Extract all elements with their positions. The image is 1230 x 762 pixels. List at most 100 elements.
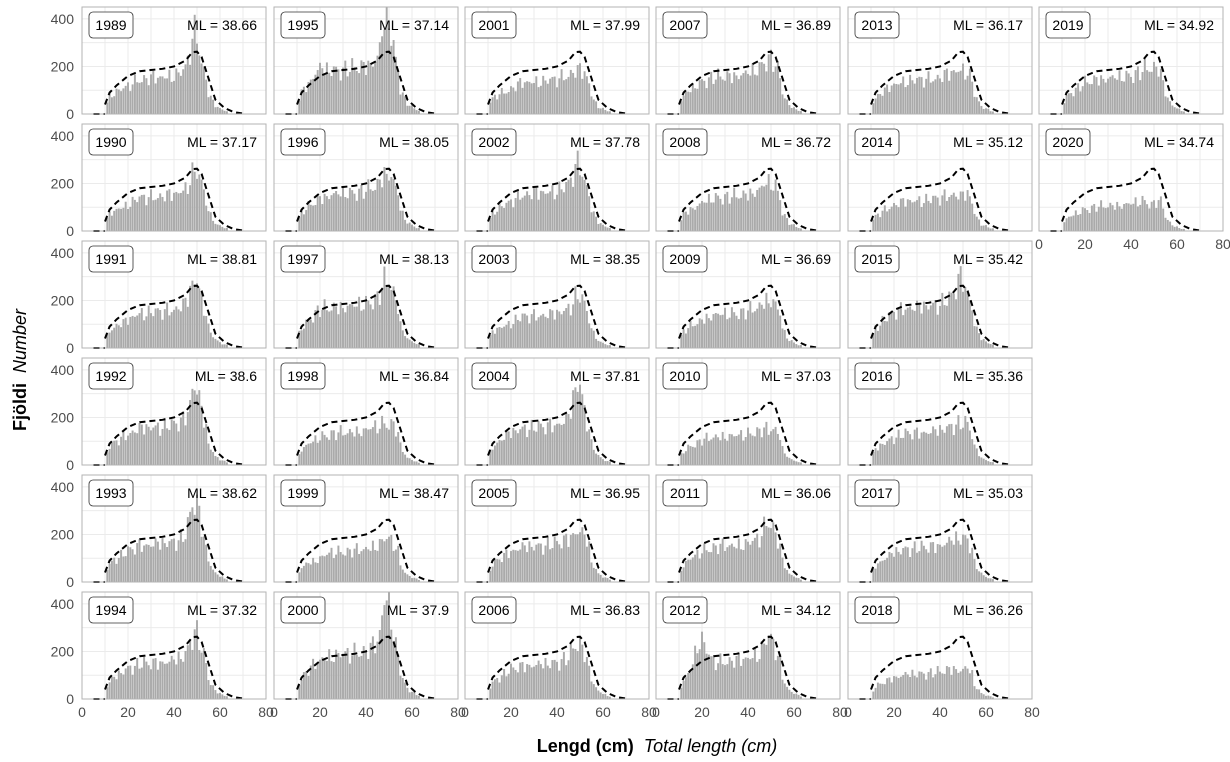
histogram-bar <box>948 291 951 348</box>
histogram-bar <box>298 684 301 699</box>
panel-border <box>273 240 459 349</box>
histogram-bar <box>962 191 964 231</box>
histogram-bar <box>776 548 779 582</box>
histogram-bar <box>728 545 731 582</box>
histogram-bar <box>117 325 120 348</box>
histogram-bar <box>544 193 547 231</box>
x-tick-label: 20 <box>886 704 902 720</box>
histogram-bar <box>330 76 333 114</box>
histogram-bar <box>881 210 884 231</box>
ml-label: ML = 38.62 <box>187 485 257 501</box>
histogram-bar <box>143 194 146 231</box>
year-label: 1996 <box>287 134 318 150</box>
histogram-bar <box>765 292 768 348</box>
histogram-bar <box>365 295 367 348</box>
histogram-bar <box>680 220 683 231</box>
histogram-bar <box>740 665 743 699</box>
histogram-bar <box>579 302 581 348</box>
histogram-bar <box>730 434 733 465</box>
histogram-bar <box>166 546 169 582</box>
histogram-bar <box>696 88 699 114</box>
histogram-bar <box>556 87 558 114</box>
histogram-bar <box>874 568 877 582</box>
histogram-bar <box>314 74 317 114</box>
histogram-bar <box>212 452 215 465</box>
histogram-bar <box>691 446 694 465</box>
histogram-bar <box>309 79 312 114</box>
histogram-bar <box>401 92 404 114</box>
histogram-bar <box>179 311 182 348</box>
histogram-bar <box>182 190 185 231</box>
histogram-bar <box>362 198 365 231</box>
histogram-bar <box>413 461 416 465</box>
histogram-bar <box>358 433 361 465</box>
histogram-bar <box>186 306 189 348</box>
histogram-bar <box>973 686 976 699</box>
histogram-bar <box>138 82 141 114</box>
histogram-bar <box>307 563 310 582</box>
histogram-bar <box>714 312 717 348</box>
histogram-bar <box>154 83 157 114</box>
histogram-bar <box>985 225 987 231</box>
histogram-bar <box>376 55 379 114</box>
histogram-bar <box>335 554 338 582</box>
histogram-bar <box>726 440 729 465</box>
histogram-bar <box>945 305 948 348</box>
histogram-bar <box>161 428 164 465</box>
histogram-bar <box>198 390 201 465</box>
histogram-bar <box>535 431 538 465</box>
histogram-bar <box>198 288 201 348</box>
histogram-bar <box>886 321 889 348</box>
histogram-bar <box>728 433 731 465</box>
histogram-bar <box>569 534 572 582</box>
histogram-bar <box>558 181 561 231</box>
histogram-bar <box>512 549 515 582</box>
histogram-bar <box>156 77 159 114</box>
histogram-bar <box>321 309 324 348</box>
histogram-bar <box>221 694 224 699</box>
histogram-bar <box>1067 216 1070 231</box>
panel-border <box>81 357 267 466</box>
year-label-box <box>88 128 134 156</box>
ml-label: ML = 37.99 <box>570 17 640 33</box>
year-label: 1990 <box>95 134 126 150</box>
histogram-bar <box>136 202 139 231</box>
histogram-bar <box>516 550 519 582</box>
histogram-bar <box>572 304 575 348</box>
histogram-bar <box>565 413 568 465</box>
histogram-bar <box>140 667 143 699</box>
histogram-bar <box>562 652 565 699</box>
histogram-bar <box>163 309 166 348</box>
histogram-bar <box>353 642 356 699</box>
histogram-bar <box>378 42 381 114</box>
histogram-bar <box>129 91 132 114</box>
histogram-bar <box>152 427 155 465</box>
histogram-bar <box>899 554 902 582</box>
histogram-bar <box>147 426 150 465</box>
histogram-bar <box>576 299 579 348</box>
x-tick-label: 20 <box>312 704 328 720</box>
histogram-bar <box>737 198 740 231</box>
histogram-bar <box>939 305 941 348</box>
histogram-bar <box>150 430 152 465</box>
histogram-bar <box>560 424 563 465</box>
histogram-bar <box>696 206 699 231</box>
histogram-bar <box>948 80 951 114</box>
histogram-bar <box>753 74 756 114</box>
y-tick-label: 0 <box>66 457 74 473</box>
histogram-bar <box>539 664 542 699</box>
histogram-bar <box>957 415 960 465</box>
histogram-bar <box>985 576 987 582</box>
histogram-bar <box>776 655 779 699</box>
histogram-bar <box>120 327 123 348</box>
histogram-bar <box>767 635 770 699</box>
histogram-bar <box>417 227 420 231</box>
histogram-bar <box>516 672 519 699</box>
histogram-bar <box>911 548 914 582</box>
histogram-bar <box>383 29 386 115</box>
histogram-bar <box>544 545 547 582</box>
histogram-bar <box>733 546 736 582</box>
histogram-bar <box>604 109 607 114</box>
histogram-bar <box>360 655 363 699</box>
